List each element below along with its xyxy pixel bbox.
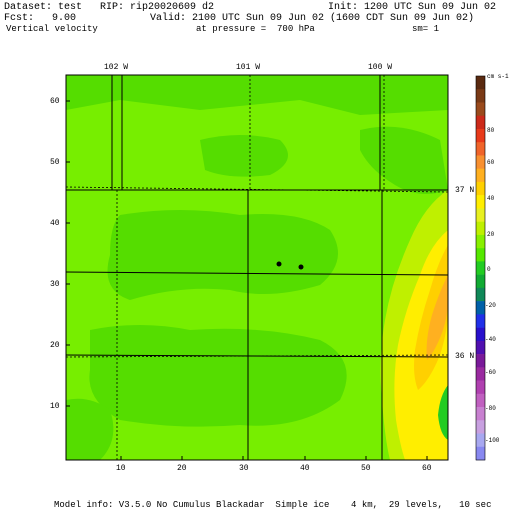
colorbar-swatch bbox=[476, 155, 485, 169]
colorbar-swatch bbox=[476, 274, 485, 289]
colorbar-label: 0 bbox=[487, 266, 491, 273]
ascent-band-gold bbox=[414, 245, 448, 390]
colorbar-swatch bbox=[476, 168, 485, 183]
y-tick-10: 10 bbox=[50, 402, 60, 411]
axis-ticks bbox=[66, 100, 428, 460]
colorbar-swatch bbox=[476, 115, 485, 130]
lon-label-102w: 102 W bbox=[104, 63, 129, 72]
colorbar-swatch bbox=[476, 195, 485, 209]
y-tick-20: 20 bbox=[50, 341, 60, 350]
colorbar-label: 60 bbox=[487, 159, 495, 166]
colorbar-swatch bbox=[476, 354, 485, 368]
colorbar-label: -100 bbox=[485, 437, 500, 444]
x-tick-10: 10 bbox=[116, 464, 126, 473]
lat-label-37n: 37 N bbox=[455, 186, 475, 195]
colorbar-swatch bbox=[476, 208, 485, 222]
colorbar-label: 20 bbox=[487, 231, 495, 238]
colorbar-swatch bbox=[476, 248, 485, 262]
state-boundaries bbox=[66, 75, 448, 460]
station-marker bbox=[276, 261, 282, 267]
x-tick-20: 20 bbox=[177, 464, 187, 473]
contour-field bbox=[66, 75, 448, 460]
lon-label-100w: 100 W bbox=[368, 63, 393, 72]
y-tick-30: 30 bbox=[50, 280, 60, 289]
colorbar-swatch bbox=[476, 380, 485, 395]
x-tick-40: 40 bbox=[300, 464, 310, 473]
init-line: Init: 1200 UTC Sun 09 Jun 02 bbox=[328, 2, 497, 13]
colorbar-swatch bbox=[476, 327, 485, 342]
colorbar-swatch bbox=[476, 314, 485, 328]
colorbar-label: 40 bbox=[487, 195, 495, 202]
colorbar-label: -60 bbox=[485, 369, 496, 376]
x-tick-50: 50 bbox=[361, 464, 371, 473]
field-name: Vertical velocity bbox=[6, 24, 98, 34]
fcst-value: 9.00 bbox=[52, 13, 77, 24]
colorbar-swatch bbox=[476, 102, 485, 117]
colorbar-swatch bbox=[476, 261, 485, 275]
colorbar-swatch bbox=[476, 287, 485, 302]
lon-label-101w: 101 W bbox=[236, 63, 261, 72]
colorbar-swatch bbox=[476, 76, 485, 90]
colorbar-label: 80 bbox=[487, 127, 495, 134]
colorbar-swatch bbox=[476, 234, 485, 249]
plot-frame bbox=[65, 74, 449, 461]
y-tick-40: 40 bbox=[50, 219, 60, 228]
colorbar-label: -80 bbox=[485, 405, 496, 412]
y-tick-50: 50 bbox=[50, 158, 60, 167]
colorbar-swatch bbox=[476, 142, 485, 156]
colorbar-swatch bbox=[476, 433, 485, 448]
colorbar-swatch bbox=[476, 446, 485, 461]
colorbar-units: cm s-1 bbox=[487, 73, 509, 80]
colorbar-swatch bbox=[476, 89, 485, 103]
colorbar-swatch bbox=[476, 407, 485, 421]
colorbar-swatch bbox=[476, 420, 485, 434]
colorbar-swatch bbox=[476, 340, 485, 355]
colorbar-frame bbox=[475, 75, 486, 461]
x-tick-30: 30 bbox=[239, 464, 249, 473]
descent-patch bbox=[438, 385, 448, 440]
dataset-line: Dataset: test RIP: rip20020609 d2 bbox=[4, 2, 215, 13]
colorbar-swatch bbox=[476, 128, 485, 143]
valid-line: Valid: 2100 UTC Sun 09 Jun 02 (1600 CDT … bbox=[150, 13, 475, 24]
colorbar-swatch bbox=[476, 367, 485, 381]
model-info-footer: Model info: V3.5.0 No Cumulus Blackadar … bbox=[54, 500, 492, 510]
colorbar-swatch bbox=[476, 221, 485, 236]
colorbar-swatch bbox=[476, 301, 485, 315]
station-marker bbox=[298, 264, 304, 270]
fcst-label: Fcst: bbox=[4, 13, 35, 24]
lat-lon-grid bbox=[66, 75, 448, 460]
weak-ascent-patches bbox=[66, 75, 448, 460]
y-tick-60: 60 bbox=[50, 97, 60, 106]
colorbar-label: -40 bbox=[485, 336, 496, 343]
colorbar bbox=[475, 75, 486, 461]
ascent-core-orange bbox=[426, 275, 448, 360]
colorbar-swatch bbox=[476, 181, 485, 196]
pressure-line: at pressure = 700 hPa bbox=[196, 24, 315, 34]
colorbar-label: -20 bbox=[485, 302, 496, 309]
x-tick-60: 60 bbox=[422, 464, 432, 473]
smoothing-label: sm= 1 bbox=[412, 24, 440, 34]
lat-label-36n: 36 N bbox=[455, 352, 475, 361]
colorbar-swatch bbox=[476, 393, 485, 408]
